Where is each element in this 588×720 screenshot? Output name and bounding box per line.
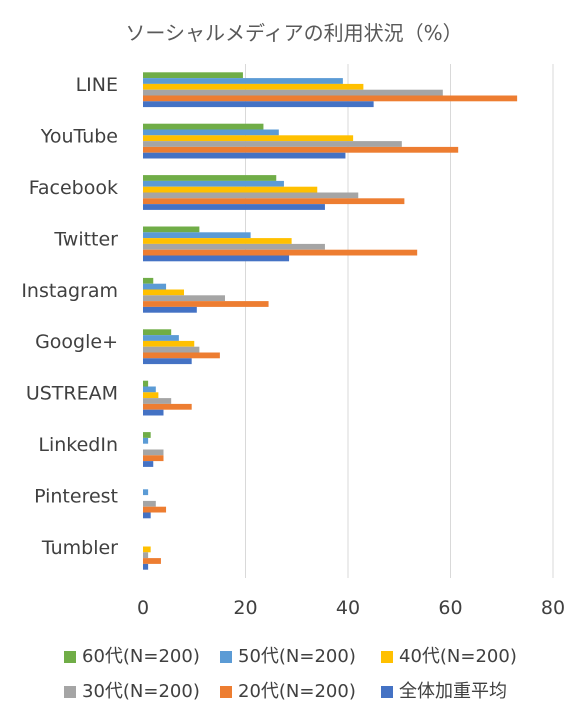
bar [143, 558, 161, 564]
legend-item: 20代(N=200) [220, 681, 356, 702]
bar [143, 306, 197, 313]
bar [143, 198, 405, 205]
bars [143, 72, 518, 570]
bar [143, 295, 225, 302]
bar [143, 152, 346, 159]
legend-label: 40代(N=200) [399, 646, 517, 667]
bar [143, 243, 325, 250]
legend-item: 60代(N=200) [64, 646, 200, 667]
bar [143, 135, 354, 142]
bar [143, 192, 359, 199]
bar [143, 437, 149, 444]
bar [143, 340, 195, 347]
legend-label: 全体加重平均 [399, 681, 507, 702]
legend-swatch [381, 651, 393, 663]
bar [143, 358, 192, 365]
legend-label: 30代(N=200) [82, 681, 200, 702]
legend-swatch [381, 686, 393, 698]
bar [143, 403, 192, 410]
category-label: LinkedIn [38, 434, 118, 456]
bar [143, 329, 172, 336]
bar [143, 186, 318, 193]
bar [143, 489, 149, 496]
bar [143, 232, 251, 239]
legend-swatch [64, 651, 76, 663]
bar [143, 392, 159, 399]
legend-label: 20代(N=200) [238, 681, 356, 702]
category-label: Pinterest [34, 485, 118, 507]
bar [143, 301, 269, 307]
bar [143, 380, 149, 387]
bar [143, 175, 277, 181]
bar [143, 386, 156, 393]
category-label: Facebook [29, 177, 118, 199]
bar [143, 89, 443, 96]
legend-swatch [220, 686, 232, 698]
bar [143, 449, 164, 456]
bar [143, 552, 149, 559]
bar [143, 249, 418, 256]
bar [143, 204, 325, 210]
bar [143, 563, 149, 570]
legend-item: 40代(N=200) [381, 646, 517, 667]
x-axis-ticks: 0 20 40 60 80 [137, 597, 565, 619]
bar [143, 226, 200, 233]
bar [143, 352, 220, 359]
bar [143, 255, 290, 262]
bar [143, 238, 292, 244]
bar [143, 78, 343, 84]
category-label: LINE [76, 74, 118, 96]
chart-title: ソーシャルメディアの利用状況（%） [125, 21, 462, 45]
bar [143, 455, 164, 462]
tick-label: 60 [438, 597, 462, 619]
legend-swatch [64, 686, 76, 698]
bar [143, 398, 172, 404]
bar [143, 123, 264, 130]
bar [143, 335, 179, 341]
tick-label: 40 [336, 597, 360, 619]
category-label: USTREAM [26, 383, 118, 405]
category-label: Instagram [21, 280, 118, 302]
category-label: YouTube [40, 126, 118, 148]
bar [143, 277, 154, 284]
legend-label: 60代(N=200) [82, 646, 200, 667]
bar [143, 129, 279, 136]
bar [143, 346, 200, 353]
legend: 60代(N=200) 50代(N=200) 40代(N=200) 30代(N=200)… [64, 646, 517, 702]
bar [143, 180, 284, 187]
bar [143, 283, 167, 290]
legend-item: 30代(N=200) [64, 681, 200, 702]
bar [143, 546, 151, 553]
bar [143, 83, 364, 90]
legend-swatch [220, 651, 232, 663]
bar [143, 506, 167, 513]
legend-item: 50代(N=200) [220, 646, 356, 667]
bar [143, 500, 156, 507]
legend-item: 全体加重平均 [381, 681, 507, 702]
category-label: Twitter [53, 228, 118, 250]
bar [143, 432, 151, 438]
bar [143, 461, 154, 467]
bar [143, 289, 184, 296]
category-labels: LINE YouTube Facebook Twitter Instagram Googl… [21, 74, 118, 559]
bar [143, 512, 151, 519]
tick-label: 20 [233, 597, 257, 619]
tick-label: 80 [541, 597, 565, 619]
bar [143, 409, 164, 416]
bar [143, 95, 518, 102]
category-label: Google+ [35, 331, 118, 353]
tick-label: 0 [137, 597, 149, 619]
category-label: Tumbler [41, 537, 118, 559]
legend-label: 50代(N=200) [238, 646, 356, 667]
bar [143, 141, 402, 147]
bar [143, 72, 243, 79]
bar [143, 101, 374, 108]
bar [143, 146, 459, 153]
